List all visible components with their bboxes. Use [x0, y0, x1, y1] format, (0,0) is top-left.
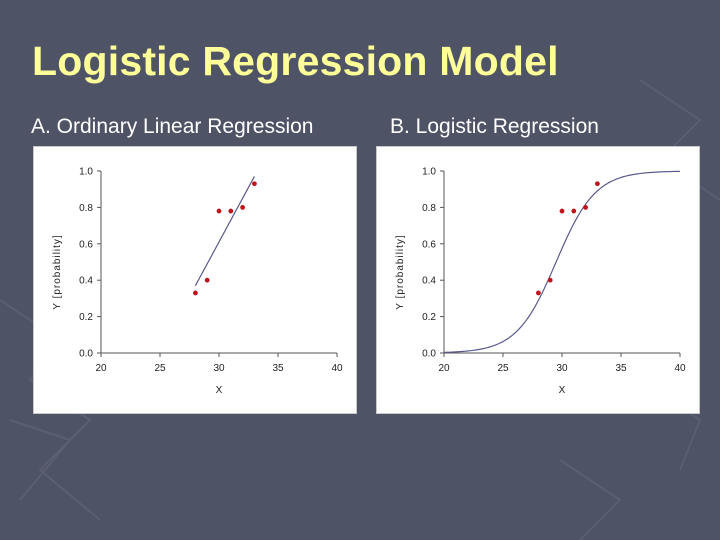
- x-tick-label: 25: [154, 363, 166, 374]
- data-point: [536, 290, 541, 296]
- x-tick-label: 25: [497, 363, 509, 374]
- fit-line: [443, 170, 681, 353]
- data-point: [193, 290, 198, 296]
- y-tick-label: 0.6: [79, 239, 93, 250]
- x-tick-label: 40: [331, 363, 343, 374]
- y-tick-label: 0.0: [79, 349, 93, 360]
- y-tick-label: 0.8: [79, 203, 93, 214]
- data-point: [216, 208, 222, 214]
- y-tick-label: 1.0: [79, 167, 93, 178]
- fit-line: [194, 176, 255, 286]
- x-tick-label: 35: [272, 363, 284, 374]
- data-point: [559, 208, 565, 214]
- x-tick-label: 35: [615, 363, 627, 374]
- x-axis-label: X: [216, 385, 223, 396]
- y-tick-label: 0.4: [79, 276, 93, 287]
- y-tick-label: 0.2: [79, 312, 93, 323]
- y-tick-label: 0.6: [422, 239, 436, 250]
- y-tick-label: 0.8: [422, 203, 436, 214]
- data-point: [595, 181, 600, 187]
- x-tick-label: 30: [556, 363, 568, 374]
- x-axis-label: X: [559, 385, 566, 396]
- data-point: [571, 208, 577, 214]
- y-tick-label: 0.0: [422, 349, 436, 360]
- panel-label-linear: A. Ordinary Linear Regression: [31, 115, 314, 138]
- y-tick-label: 1.0: [422, 167, 436, 178]
- data-point: [240, 205, 246, 210]
- y-tick-label: 0.4: [422, 276, 436, 287]
- panel-label-logistic: B. Logistic Regression: [390, 115, 599, 138]
- data-point: [252, 181, 257, 187]
- slide-title: Logistic Regression Model: [32, 38, 559, 84]
- y-tick-label: 0.2: [422, 312, 436, 323]
- data-point: [547, 277, 553, 283]
- data-point: [583, 205, 588, 210]
- x-tick-label: 20: [95, 363, 107, 374]
- linear-regression-plot: 0.0 0.2 0.4 0.6 0.8 1.0 20 25 30 35 40 X Y [probabil…: [52, 167, 343, 397]
- chart-linear-regression: 0.0 0.2 0.4 0.6 0.8 1.0 20 25 30 35 40 X Y [probabil…: [33, 146, 357, 414]
- data-point: [228, 208, 234, 214]
- x-tick-label: 30: [213, 363, 225, 374]
- y-axis-label: Y [probability]: [52, 234, 63, 309]
- chart-logistic-regression: 0.0 0.2 0.4 0.6 0.8 1.0 20 25 30 35 40 X Y [probabil…: [376, 146, 700, 414]
- x-tick-label: 40: [674, 363, 686, 374]
- x-tick-label: 20: [438, 363, 450, 374]
- data-point: [204, 277, 210, 283]
- y-axis-label: Y [probability]: [395, 234, 406, 309]
- logistic-regression-plot: 0.0 0.2 0.4 0.6 0.8 1.0 20 25 30 35 40 X Y [probabil…: [395, 167, 686, 397]
